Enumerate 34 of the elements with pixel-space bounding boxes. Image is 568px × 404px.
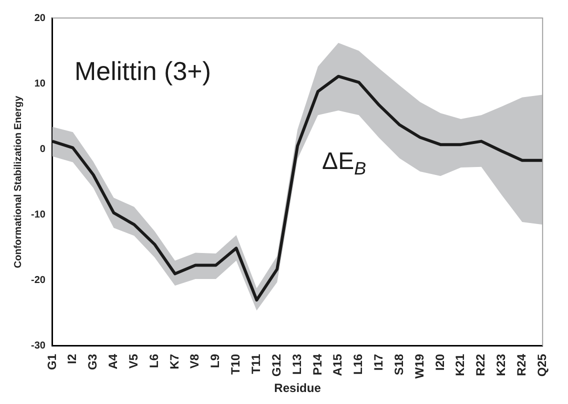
y-axis-title: Conformational Stabilization Energy [12,95,24,268]
x-tick-label: S18 [392,354,406,376]
x-tick-label: L16 [351,354,366,375]
x-tick-label: I2 [65,354,80,364]
x-tick-label: T10 [228,354,243,375]
x-tick-label: K23 [494,354,508,376]
x-tick-label: K7 [167,354,182,370]
x-tick-label: L9 [208,354,222,368]
y-tick-label: 10 [34,78,46,90]
text: Melittin (3+) [74,56,211,86]
x-tick-label: G12 [269,354,284,377]
y-tick-label: -20 [31,275,46,286]
x-tick-label: G3 [86,354,100,370]
x-tick-label: T11 [248,354,263,374]
x-tick-label: I20 [432,354,447,371]
x-tick-label: G1 [44,354,59,370]
x-axis-title: Residue [274,381,322,396]
x-tick-label: K21 [453,354,468,376]
y-tick-label: -10 [31,210,46,221]
x-tick-label: P14 [310,354,324,376]
x-tick-label: A4 [106,354,120,370]
y-tick-label: -30 [31,340,46,352]
x-tick-label: R22 [474,354,488,376]
x-tick-label: A15 [330,354,345,376]
x-tick-label: Q25 [534,354,549,377]
x-tick-label: R24 [514,354,528,376]
x-tick-label: L13 [290,354,304,375]
y-tick-label: 0 [40,144,46,155]
x-tick-label: V8 [188,354,202,369]
x-tick-label: W19 [412,354,426,379]
x-tick-label: V5 [126,354,140,369]
x-tick-label: I17 [372,354,386,371]
y-tick-label: 20 [34,12,46,24]
x-tick-label: L6 [146,354,161,368]
